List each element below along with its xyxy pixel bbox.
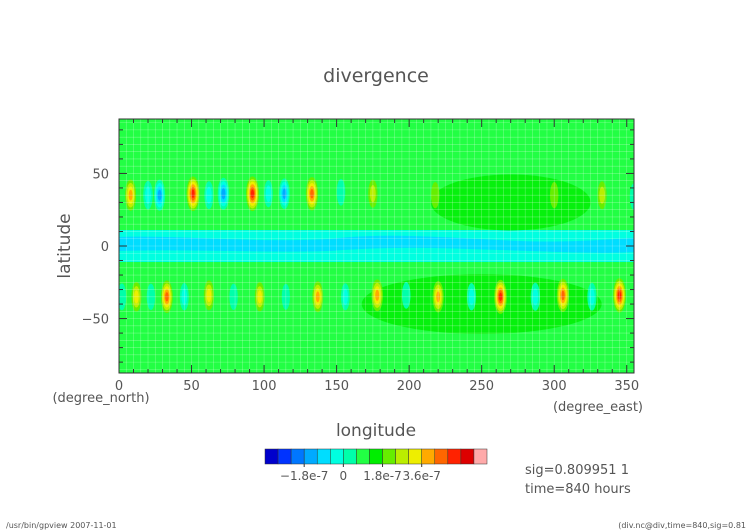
- equator-band-inner: [119, 235, 634, 253]
- colorbar-swatch: [290, 448, 305, 465]
- colorbar-swatch: [408, 448, 422, 465]
- north-divergence-cell: [204, 181, 214, 210]
- colorbar-swatch: [330, 448, 344, 465]
- north-divergence-cell: [368, 179, 378, 208]
- x-axis-label: longitude: [336, 421, 416, 441]
- x-tick-label: 150: [324, 379, 349, 394]
- south-divergence-cell: [160, 280, 173, 314]
- y-tick-label: −50: [82, 313, 109, 328]
- weak-positive-region: [361, 274, 602, 335]
- north-divergence-cell: [629, 183, 634, 210]
- colorbar-swatch: [277, 448, 292, 465]
- north-divergence-cell: [431, 181, 440, 209]
- south-divergence-cell: [494, 279, 507, 314]
- footer-right: (div.nc@div,time=840,sig=0.81: [618, 521, 746, 530]
- north-divergence-cell: [264, 180, 273, 208]
- colorbar-label: 0: [340, 469, 348, 483]
- colorbar-swatch: [369, 448, 383, 465]
- south-divergence-cell: [530, 282, 541, 311]
- south-divergence-cell: [371, 279, 383, 312]
- north-divergence-cell: [125, 179, 137, 211]
- south-divergence-cell: [281, 283, 290, 310]
- colorbar-swatch: [382, 448, 396, 465]
- colorbar-swatch: [395, 448, 409, 465]
- x-tick-label: 100: [252, 379, 277, 394]
- north-divergence-cell: [143, 180, 153, 210]
- footer-left: /usr/bin/gpview 2007-11-01: [6, 521, 117, 530]
- y-tick-label: 0: [101, 240, 109, 255]
- colorbar-label: 3.6e-7: [402, 469, 440, 483]
- north-divergence-cell: [597, 181, 607, 210]
- north-divergence-cell: [245, 176, 259, 212]
- south-divergence-cell: [340, 283, 350, 311]
- x-tick-label: 250: [469, 379, 494, 394]
- south-divergence-cell: [179, 283, 189, 311]
- colorbar: [264, 448, 488, 465]
- south-divergence-cell: [467, 283, 476, 311]
- north-divergence-cell: [279, 178, 290, 210]
- south-divergence-cell: [613, 278, 626, 313]
- south-divergence-cell: [119, 283, 127, 311]
- south-divergence-cell: [401, 281, 411, 309]
- south-divergence-cell: [432, 281, 444, 313]
- y-tick-label: 50: [92, 167, 109, 182]
- plot-area: [119, 119, 634, 373]
- sigma-info: sig=0.809951 1: [525, 463, 629, 478]
- south-divergence-cell: [146, 283, 156, 311]
- colorbar-swatch: [434, 448, 449, 465]
- colorbar-swatch: [343, 448, 357, 465]
- colorbar-swatch: [316, 448, 331, 465]
- chart-title: divergence: [323, 65, 429, 87]
- north-divergence-cell: [550, 181, 559, 209]
- colorbar-swatch: [473, 448, 488, 465]
- colorbar-label: 1.8e-7: [363, 469, 401, 483]
- south-divergence-cell: [254, 282, 265, 312]
- south-divergence-cell: [587, 282, 597, 311]
- x-tick-label: 50: [183, 379, 200, 394]
- x-tick-label: 350: [614, 379, 639, 394]
- colorbar-swatch: [460, 448, 475, 465]
- y-axis-label: latitude: [55, 213, 75, 278]
- colorbar-swatch: [447, 448, 462, 465]
- y-unit-label: (degree_north): [52, 391, 149, 406]
- x-tick-label: 300: [542, 379, 567, 394]
- north-divergence-cell: [217, 177, 230, 210]
- south-divergence-cell: [203, 280, 215, 311]
- time-info: time=840 hours: [525, 482, 631, 497]
- south-divergence-cell: [312, 281, 324, 313]
- colorbar-swatch: [303, 448, 318, 465]
- north-divergence-cell: [186, 176, 200, 212]
- colorbar-label: −1.8e-7: [280, 469, 329, 483]
- south-divergence-cell: [556, 278, 570, 313]
- x-unit-label: (degree_east): [553, 400, 643, 415]
- x-tick-label: 0: [115, 379, 123, 394]
- north-divergence-cell: [154, 179, 166, 211]
- x-tick-label: 200: [397, 379, 422, 394]
- south-divergence-cell: [131, 281, 142, 312]
- colorbar-swatch: [356, 448, 370, 465]
- south-divergence-cell: [229, 283, 238, 311]
- colorbar-swatch: [421, 448, 436, 465]
- north-divergence-cell: [305, 177, 319, 211]
- colorbar-swatch: [264, 448, 279, 465]
- north-divergence-cell: [336, 178, 346, 206]
- grid-lines: [119, 119, 634, 373]
